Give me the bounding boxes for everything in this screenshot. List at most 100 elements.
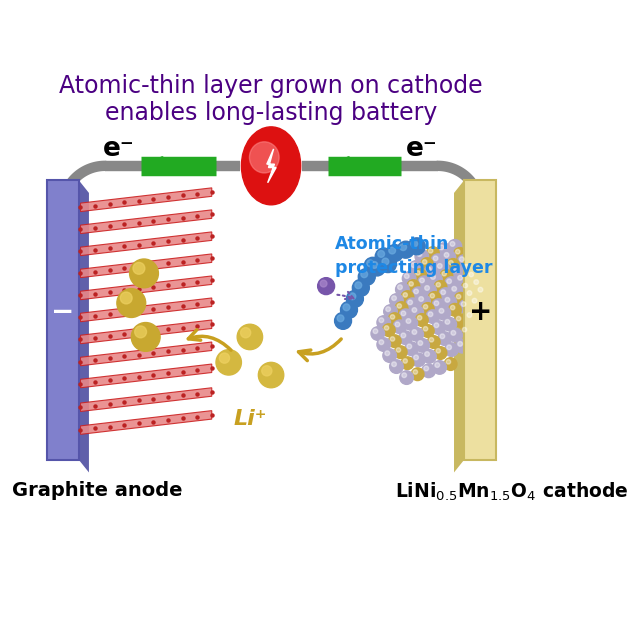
Circle shape: [371, 327, 385, 340]
Circle shape: [472, 278, 485, 291]
Circle shape: [401, 291, 414, 303]
Circle shape: [451, 266, 464, 279]
Circle shape: [405, 342, 419, 356]
Circle shape: [397, 285, 403, 289]
Circle shape: [448, 239, 461, 253]
Circle shape: [401, 311, 406, 316]
Circle shape: [378, 250, 385, 257]
Circle shape: [390, 294, 403, 307]
Circle shape: [361, 271, 367, 278]
Circle shape: [388, 247, 396, 254]
Text: Atomic-thin layer grown on cathode: Atomic-thin layer grown on cathode: [60, 74, 483, 99]
Text: +: +: [468, 298, 492, 326]
Circle shape: [429, 273, 442, 286]
Circle shape: [320, 280, 327, 287]
Circle shape: [353, 279, 369, 296]
Circle shape: [133, 262, 145, 275]
Text: Atomic-thin
protecting layer: Atomic-thin protecting layer: [335, 236, 492, 277]
Circle shape: [346, 291, 364, 307]
Circle shape: [443, 317, 456, 331]
Polygon shape: [81, 276, 212, 300]
Circle shape: [403, 359, 408, 363]
Circle shape: [216, 349, 241, 375]
Circle shape: [422, 349, 436, 363]
Circle shape: [410, 306, 424, 319]
Circle shape: [408, 300, 413, 305]
Polygon shape: [81, 188, 212, 212]
Circle shape: [445, 343, 458, 356]
Circle shape: [424, 366, 429, 371]
Circle shape: [456, 250, 460, 254]
Circle shape: [432, 299, 445, 312]
Circle shape: [396, 283, 409, 296]
Circle shape: [463, 284, 468, 288]
Circle shape: [414, 269, 426, 282]
Circle shape: [435, 363, 440, 367]
Polygon shape: [81, 342, 212, 365]
Circle shape: [400, 244, 406, 250]
Circle shape: [421, 303, 434, 316]
Circle shape: [434, 301, 439, 306]
Circle shape: [377, 316, 390, 330]
Circle shape: [367, 260, 374, 267]
Circle shape: [439, 245, 444, 250]
Circle shape: [404, 274, 409, 278]
Circle shape: [335, 312, 351, 330]
Circle shape: [458, 255, 471, 268]
Circle shape: [428, 335, 440, 348]
Polygon shape: [454, 180, 464, 472]
Circle shape: [428, 248, 433, 253]
Circle shape: [439, 288, 452, 301]
Circle shape: [444, 253, 449, 257]
Circle shape: [428, 292, 441, 305]
Circle shape: [420, 278, 424, 283]
Circle shape: [423, 326, 428, 331]
Circle shape: [433, 361, 446, 374]
Circle shape: [443, 296, 456, 309]
Circle shape: [439, 308, 444, 313]
Circle shape: [450, 284, 463, 298]
Circle shape: [450, 241, 455, 246]
FancyBboxPatch shape: [47, 180, 79, 460]
Circle shape: [449, 303, 461, 316]
Circle shape: [384, 305, 397, 318]
Circle shape: [454, 248, 467, 260]
Circle shape: [406, 319, 411, 323]
Circle shape: [397, 241, 414, 258]
Polygon shape: [81, 411, 212, 435]
Circle shape: [417, 294, 430, 308]
Circle shape: [417, 276, 431, 289]
Circle shape: [454, 292, 467, 305]
Circle shape: [385, 326, 388, 330]
Circle shape: [437, 243, 451, 257]
Circle shape: [407, 280, 420, 292]
Circle shape: [422, 284, 436, 297]
Circle shape: [459, 300, 473, 313]
Circle shape: [442, 271, 446, 276]
Circle shape: [413, 370, 417, 374]
Circle shape: [432, 321, 445, 334]
Circle shape: [402, 373, 406, 378]
Circle shape: [401, 333, 406, 338]
Text: LiNi$_{0.5}$Mn$_{1.5}$O$_4$ cathode: LiNi$_{0.5}$Mn$_{1.5}$O$_4$ cathode: [395, 481, 628, 503]
Circle shape: [355, 282, 362, 289]
Circle shape: [424, 265, 438, 278]
Polygon shape: [81, 232, 212, 255]
Text: e⁻: e⁻: [406, 136, 438, 163]
Circle shape: [129, 259, 158, 288]
Circle shape: [396, 348, 401, 352]
Circle shape: [395, 302, 408, 314]
Text: enables long-lasting battery: enables long-lasting battery: [105, 102, 437, 125]
Ellipse shape: [241, 127, 301, 205]
Circle shape: [438, 332, 451, 346]
Circle shape: [241, 328, 251, 338]
Circle shape: [411, 263, 416, 268]
Circle shape: [452, 287, 456, 291]
Circle shape: [463, 264, 468, 269]
Circle shape: [337, 315, 344, 322]
Circle shape: [415, 250, 429, 263]
Circle shape: [400, 371, 413, 385]
Circle shape: [410, 328, 424, 341]
Circle shape: [458, 342, 463, 346]
Circle shape: [436, 282, 440, 287]
